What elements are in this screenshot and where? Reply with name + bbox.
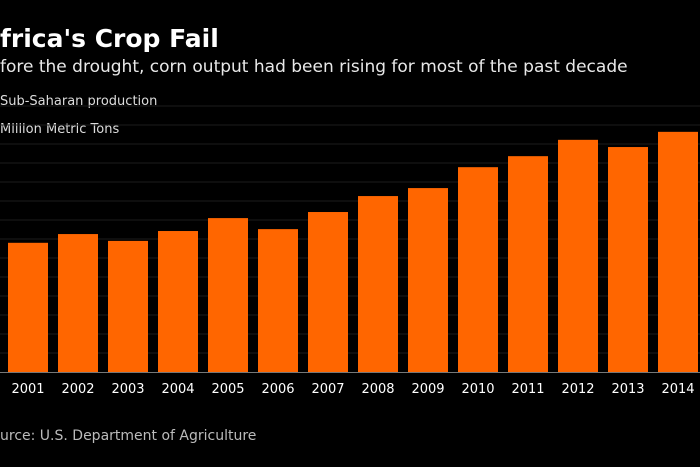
bar-2014 <box>658 131 698 372</box>
x-tick-label: 2008 <box>361 382 394 397</box>
bar-2010 <box>458 167 498 372</box>
x-tick-label: 2011 <box>511 382 544 397</box>
x-tick-label: 2014 <box>661 382 694 397</box>
x-tick-label: 2005 <box>211 382 244 397</box>
source-note: urce: U.S. Department of Agriculture <box>0 428 257 444</box>
bar-2011 <box>508 156 548 372</box>
x-tick-label: 2003 <box>111 382 144 397</box>
bar-2002 <box>58 234 98 372</box>
x-tick-label: 2002 <box>61 382 94 397</box>
bar-2001 <box>8 242 48 372</box>
x-tick-label: 2001 <box>11 382 44 397</box>
bar-2013 <box>608 147 648 372</box>
bar-2012 <box>558 139 598 372</box>
bar-2006 <box>258 229 298 372</box>
x-tick-label: 2007 <box>311 382 344 397</box>
bar-2003 <box>108 240 148 372</box>
bar-2004 <box>158 231 198 372</box>
x-tick-label: 2009 <box>411 382 444 397</box>
x-tick-label: 2010 <box>461 382 494 397</box>
x-tick-label: 2013 <box>611 382 644 397</box>
y-axis-label: Million Metric Tons <box>0 122 120 137</box>
x-tick-label: 2004 <box>161 382 194 397</box>
chart-subtitle: fore the drought, corn output had been r… <box>0 57 628 77</box>
x-tick-label: 2006 <box>261 382 294 397</box>
bar-2005 <box>208 218 248 372</box>
bar-2008 <box>358 196 398 372</box>
series-label: Sub-Saharan production <box>0 94 158 109</box>
bar-2009 <box>408 188 448 372</box>
bar-2007 <box>308 212 348 372</box>
chart-title: frica's Crop Fail <box>0 24 219 53</box>
x-tick-label: 2012 <box>561 382 594 397</box>
